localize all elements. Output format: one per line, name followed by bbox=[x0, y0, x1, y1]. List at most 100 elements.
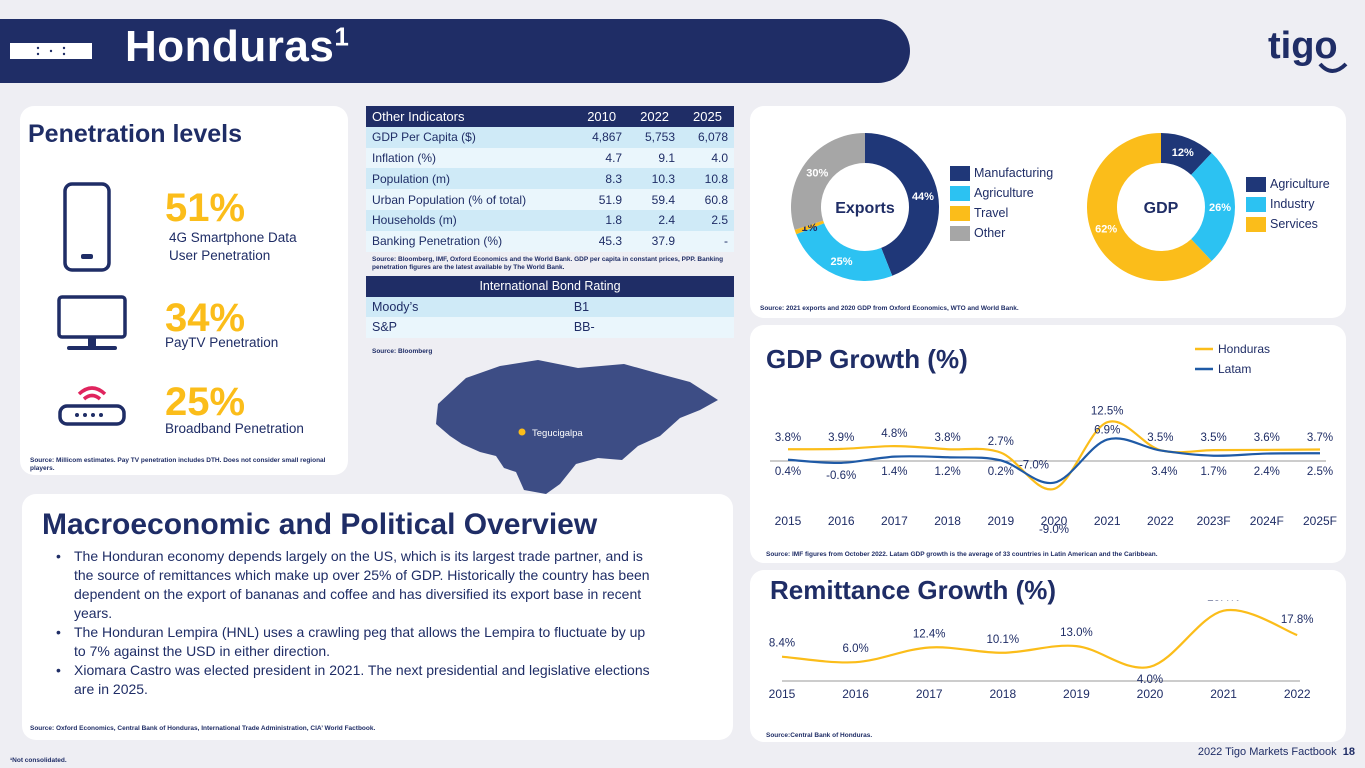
data-label: 6.0% bbox=[842, 643, 868, 655]
donut-slice-label: 62% bbox=[1095, 224, 1117, 236]
remittance-title: Remittance Growth (%) bbox=[770, 575, 1057, 605]
table-header: Other Indicators bbox=[366, 106, 576, 127]
table-row: S&P BB- bbox=[366, 317, 734, 338]
remittance-chart: 8.4% 6.0% 12.4% 10.1% 13.0% 4.0% 28.4% 17.8% 201… bbox=[769, 600, 1314, 701]
gdp-donut-chart: 12% 26% 62% GDP bbox=[1087, 133, 1235, 281]
latam-series-line bbox=[787, 437, 1321, 485]
x-tick-label: 2017 bbox=[916, 687, 943, 701]
data-label: -9.0% bbox=[1039, 524, 1069, 536]
penetration-source: Source: Millicom estimates. Pay TV penet… bbox=[30, 457, 326, 472]
table-cell: BB- bbox=[513, 317, 734, 338]
data-label: 2.4% bbox=[1254, 466, 1280, 478]
list-item: The Honduran Lempira (HNL) uses a crawli… bbox=[48, 623, 660, 661]
exports-donut-chart: 44%25%1%30%Exports bbox=[791, 133, 939, 281]
table-cell: 6,078 bbox=[681, 126, 734, 148]
legend-label: Latam bbox=[1218, 362, 1251, 376]
penetration-value: 51% bbox=[165, 186, 246, 230]
table-cell: 4.7 bbox=[575, 147, 629, 169]
router-icon bbox=[58, 386, 126, 426]
data-label: 3.6% bbox=[1254, 432, 1280, 444]
table-header: 2022 bbox=[628, 106, 682, 127]
x-tick-label: 2025F bbox=[1303, 514, 1337, 528]
gdp-growth-chart: Honduras Latam 3.8% 3.9% 4.8% 3.8% 2.7% -9.0% 12… bbox=[770, 342, 1337, 536]
x-tick-label: 2019 bbox=[987, 514, 1014, 528]
penetration-title: Penetration levels bbox=[28, 120, 242, 148]
table-cell: 4,867 bbox=[575, 126, 629, 148]
data-label: 12.5% bbox=[1091, 405, 1124, 417]
list-item: The Honduran economy depends largely on … bbox=[48, 547, 660, 623]
table-cell: 2.4 bbox=[628, 209, 682, 231]
macro-list: The Honduran economy depends largely on … bbox=[48, 547, 660, 699]
donut-slice bbox=[791, 133, 865, 230]
macro-source: Source: Oxford Economics, Central Bank o… bbox=[30, 725, 376, 732]
data-label: 28.4% bbox=[1207, 600, 1240, 604]
data-label: 8.4% bbox=[769, 638, 795, 650]
table-cell: Banking Penetration (%) bbox=[366, 230, 576, 252]
tigo-logo-icon: tigo bbox=[1268, 25, 1348, 73]
x-tick-label: 2016 bbox=[842, 687, 869, 701]
data-label: 3.5% bbox=[1200, 432, 1226, 444]
table-cell: Moody’s bbox=[366, 296, 514, 317]
donut-slice-label: 25% bbox=[831, 256, 853, 268]
table-cell: B1 bbox=[513, 296, 734, 317]
table-cell: Urban Population (% of total) bbox=[366, 189, 576, 210]
table-cell: Inflation (%) bbox=[366, 147, 576, 169]
penetration-label: PayTV Penetration bbox=[165, 335, 279, 350]
data-label: 12.4% bbox=[913, 628, 946, 640]
remittance-series-line bbox=[781, 608, 1298, 669]
table-row: GDP Per Capita ($) 4,867 5,753 6,078 bbox=[366, 126, 734, 148]
data-label: 2.5% bbox=[1307, 466, 1333, 478]
donut-center-label: Exports bbox=[835, 200, 895, 217]
table-cell: Population (m) bbox=[366, 168, 576, 190]
data-label: 4.8% bbox=[881, 428, 907, 440]
indicators-table: Other Indicators 2010 2022 2025 GDP Per … bbox=[366, 106, 734, 252]
x-tick-label: 2022 bbox=[1284, 687, 1311, 701]
table-cell: 9.1 bbox=[628, 147, 682, 169]
x-tick-label: 2020 bbox=[1041, 514, 1068, 528]
penetration-value: 25% bbox=[165, 380, 246, 424]
data-label: 3.8% bbox=[775, 432, 801, 444]
table-cell: 10.3 bbox=[628, 168, 682, 190]
tv-icon bbox=[57, 295, 127, 350]
donut-source: Source: 2021 exports and 2020 GDP from O… bbox=[760, 305, 1019, 312]
svg-text:tigo: tigo bbox=[1268, 25, 1338, 67]
x-tick-label: 2022 bbox=[1147, 514, 1174, 528]
legend-item: Agriculture bbox=[950, 186, 1034, 202]
table-cell: - bbox=[681, 230, 734, 252]
x-tick-label: 2024F bbox=[1250, 514, 1284, 528]
donut-slice-label: 30% bbox=[806, 167, 828, 179]
penetration-card bbox=[20, 106, 348, 475]
gdp-growth-card bbox=[750, 325, 1346, 563]
table-row: Inflation (%) 4.7 9.1 4.0 bbox=[366, 147, 734, 169]
donut-slice-label: 12% bbox=[1172, 147, 1194, 159]
exports-legend: Manufacturing Agriculture Travel Other bbox=[950, 166, 1080, 256]
x-tick-label: 2018 bbox=[989, 687, 1016, 701]
table-cell: 60.8 bbox=[681, 189, 734, 210]
title-bar bbox=[0, 19, 910, 83]
smartphone-icon bbox=[63, 182, 111, 272]
data-label: 13.0% bbox=[1060, 627, 1093, 639]
legend-label: Honduras bbox=[1218, 342, 1270, 356]
x-tick-label: 2021 bbox=[1210, 687, 1237, 701]
table-cell: 8.3 bbox=[575, 168, 629, 190]
gdp-growth-source: Source: IMF figures from October 2022. L… bbox=[766, 551, 1158, 558]
x-tick-label: 2018 bbox=[934, 514, 961, 528]
x-tick-label: 2023F bbox=[1197, 514, 1231, 528]
honduras-series-line bbox=[787, 420, 1321, 491]
data-label: 3.8% bbox=[934, 432, 960, 444]
donut-slice-label: 44% bbox=[912, 191, 934, 203]
penetration-label: Broadband Penetration bbox=[165, 421, 304, 436]
table-row: Urban Population (% of total) 51.9 59.4 … bbox=[366, 189, 734, 210]
data-label: 1.7% bbox=[1200, 466, 1226, 478]
donut-slice-label: 26% bbox=[1209, 202, 1231, 214]
donut-slice bbox=[794, 220, 825, 235]
x-tick-label: 2015 bbox=[769, 687, 796, 701]
table-cell: GDP Per Capita ($) bbox=[366, 126, 576, 148]
remittance-source: Source:Central Bank of Honduras. bbox=[766, 732, 873, 739]
legend-item: Industry bbox=[1246, 197, 1314, 213]
donut-slice bbox=[1087, 133, 1212, 281]
bond-rating-table: International Bond Rating Moody’s B1 S&P… bbox=[366, 276, 734, 338]
data-label: 4.0% bbox=[1137, 674, 1163, 686]
data-label: 0.2% bbox=[988, 466, 1014, 478]
footnote: ¹Not consolidated. bbox=[10, 757, 67, 764]
